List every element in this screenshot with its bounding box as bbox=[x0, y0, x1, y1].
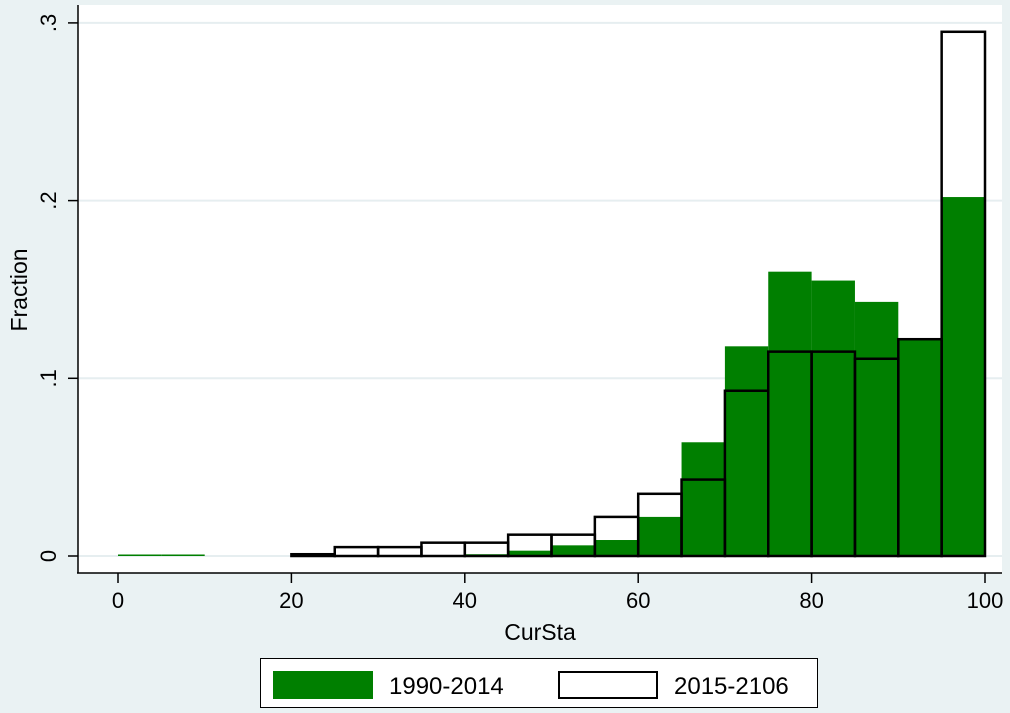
x-tick-label: 80 bbox=[799, 588, 823, 613]
bar bbox=[161, 554, 205, 556]
histogram-chart: 0 .1 .2 .3 0 20 40 60 80 100 CurSta Fraction bbox=[6, 5, 1003, 645]
axes: 0 .1 .2 .3 0 20 40 60 80 100 bbox=[36, 5, 1003, 613]
y-tick-label: 0 bbox=[36, 550, 61, 562]
legend-label-1990-2014: 1990-2014 bbox=[389, 673, 504, 700]
y-axis-title: Fraction bbox=[6, 248, 32, 331]
bar bbox=[551, 545, 595, 556]
x-tick-label: 40 bbox=[453, 588, 477, 613]
legend-label-2015-2106: 2015-2106 bbox=[674, 673, 789, 700]
legend-swatch-1990-2014 bbox=[273, 671, 373, 699]
x-tick-label: 100 bbox=[967, 588, 1004, 613]
y-tick-label: .1 bbox=[36, 369, 61, 387]
bar bbox=[941, 197, 985, 556]
bar bbox=[854, 301, 899, 556]
bar bbox=[118, 554, 162, 556]
bar bbox=[508, 550, 552, 556]
x-tick-label: 60 bbox=[626, 588, 650, 613]
x-axis-title: CurSta bbox=[504, 619, 576, 645]
bar bbox=[290, 552, 336, 558]
y-tick-label: .2 bbox=[36, 191, 61, 209]
x-tick-label: 20 bbox=[279, 588, 303, 613]
series-1990-2014 bbox=[118, 197, 985, 556]
series-2015-2106 bbox=[290, 30, 987, 558]
bar bbox=[898, 339, 942, 556]
bar bbox=[811, 280, 855, 556]
bar bbox=[638, 516, 682, 556]
bar bbox=[724, 346, 769, 556]
bar bbox=[594, 540, 639, 556]
y-tick-label: .3 bbox=[36, 14, 61, 32]
bar bbox=[681, 442, 725, 556]
legend-swatch-2015-2106 bbox=[558, 671, 658, 699]
x-tick-label: 0 bbox=[112, 588, 124, 613]
bar bbox=[940, 30, 987, 558]
legend: 1990-2014 2015-2106 bbox=[260, 658, 818, 708]
bar bbox=[768, 271, 812, 556]
